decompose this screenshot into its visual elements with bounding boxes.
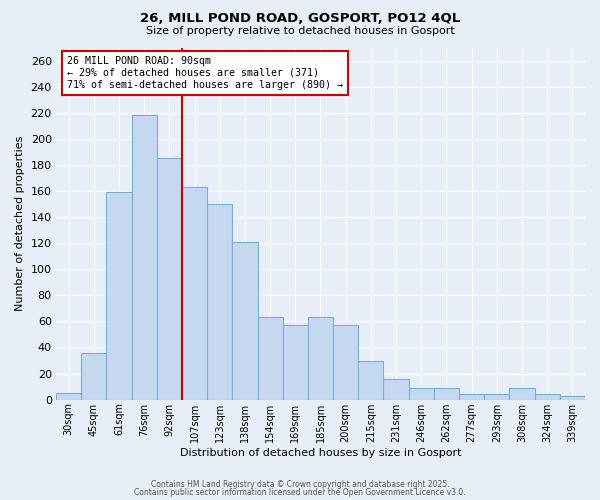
- X-axis label: Distribution of detached houses by size in Gosport: Distribution of detached houses by size …: [180, 448, 461, 458]
- Bar: [207, 204, 232, 400]
- Bar: [257, 318, 283, 400]
- Bar: [182, 187, 207, 400]
- Bar: [509, 388, 535, 400]
- Bar: [459, 394, 484, 400]
- Bar: [157, 158, 182, 400]
- Bar: [535, 394, 560, 400]
- Y-axis label: Number of detached properties: Number of detached properties: [15, 136, 25, 312]
- Bar: [308, 318, 333, 400]
- Text: Size of property relative to detached houses in Gosport: Size of property relative to detached ho…: [146, 26, 454, 36]
- Bar: [484, 394, 509, 400]
- Bar: [409, 388, 434, 400]
- Bar: [383, 379, 409, 400]
- Bar: [106, 192, 131, 400]
- Bar: [232, 242, 257, 400]
- Bar: [333, 326, 358, 400]
- Bar: [560, 396, 585, 400]
- Bar: [56, 393, 81, 400]
- Text: 26 MILL POND ROAD: 90sqm
← 29% of detached houses are smaller (371)
71% of semi-: 26 MILL POND ROAD: 90sqm ← 29% of detach…: [67, 56, 343, 90]
- Bar: [81, 352, 106, 400]
- Bar: [358, 360, 383, 400]
- Bar: [131, 116, 157, 400]
- Text: Contains HM Land Registry data © Crown copyright and database right 2025.: Contains HM Land Registry data © Crown c…: [151, 480, 449, 489]
- Text: 26, MILL POND ROAD, GOSPORT, PO12 4QL: 26, MILL POND ROAD, GOSPORT, PO12 4QL: [140, 12, 460, 26]
- Text: Contains public sector information licensed under the Open Government Licence v3: Contains public sector information licen…: [134, 488, 466, 497]
- Bar: [283, 326, 308, 400]
- Bar: [434, 388, 459, 400]
